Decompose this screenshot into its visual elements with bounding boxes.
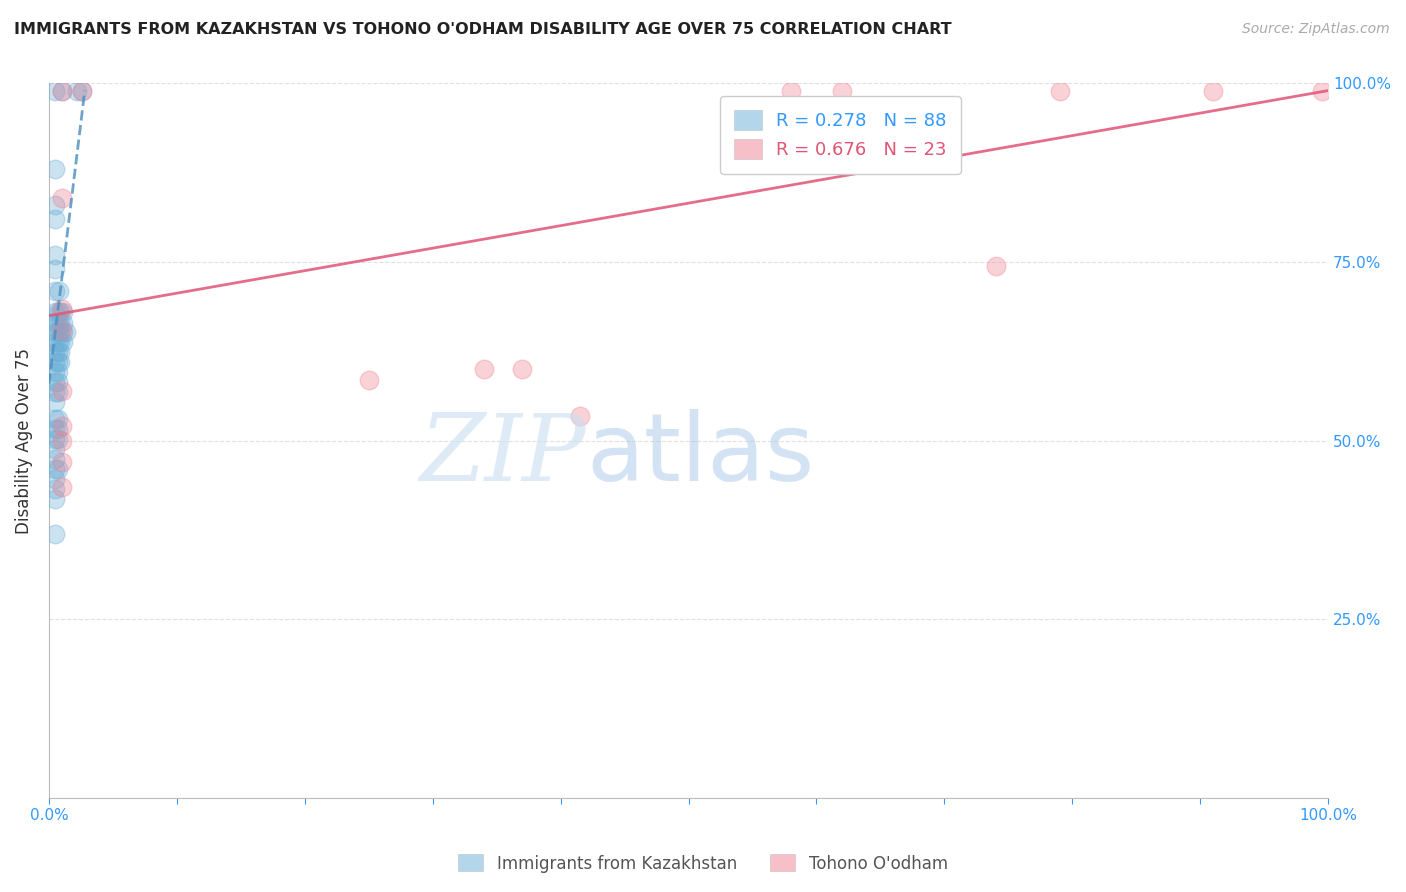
Point xyxy=(44,452,66,467)
Point xyxy=(44,492,66,507)
Point xyxy=(44,412,66,426)
Point xyxy=(984,259,1007,273)
Point xyxy=(44,472,66,486)
Point xyxy=(49,355,72,369)
Point xyxy=(44,422,66,436)
Point xyxy=(46,345,69,359)
Point xyxy=(52,325,75,339)
Point xyxy=(44,262,66,277)
Point xyxy=(44,305,66,319)
Point xyxy=(49,316,72,330)
Point xyxy=(46,335,69,350)
Point xyxy=(44,375,66,389)
Point xyxy=(46,305,69,319)
Point xyxy=(51,323,73,337)
Point xyxy=(46,375,69,389)
Text: IMMIGRANTS FROM KAZAKHSTAN VS TOHONO O'ODHAM DISABILITY AGE OVER 75 CORRELATION : IMMIGRANTS FROM KAZAKHSTAN VS TOHONO O'O… xyxy=(14,22,952,37)
Point xyxy=(52,316,75,330)
Point xyxy=(51,480,73,494)
Point xyxy=(44,284,66,298)
Point xyxy=(51,84,73,98)
Point xyxy=(472,362,495,376)
Point xyxy=(51,434,73,448)
Point xyxy=(46,365,69,379)
Text: Source: ZipAtlas.com: Source: ZipAtlas.com xyxy=(1241,22,1389,37)
Point xyxy=(51,84,73,98)
Point xyxy=(357,373,380,387)
Point xyxy=(568,409,591,423)
Point xyxy=(44,395,66,409)
Point xyxy=(70,84,93,98)
Legend: Immigrants from Kazakhstan, Tohono O'odham: Immigrants from Kazakhstan, Tohono O'odh… xyxy=(451,847,955,880)
Point xyxy=(1049,84,1071,98)
Point xyxy=(44,365,66,379)
Point xyxy=(44,316,66,330)
Point xyxy=(66,84,89,98)
Text: ZIP: ZIP xyxy=(419,410,586,500)
Point xyxy=(49,345,72,359)
Point xyxy=(44,483,66,497)
Point xyxy=(44,84,66,98)
Point xyxy=(46,316,69,330)
Point xyxy=(46,325,69,339)
Point xyxy=(46,422,69,436)
Point xyxy=(1202,84,1225,98)
Point xyxy=(44,526,66,541)
Point xyxy=(44,335,66,350)
Point xyxy=(51,455,73,469)
Text: atlas: atlas xyxy=(586,409,814,501)
Point xyxy=(44,212,66,227)
Point xyxy=(55,325,77,339)
Point xyxy=(44,462,66,476)
Point xyxy=(44,355,66,369)
Point xyxy=(46,412,69,426)
Point xyxy=(52,335,75,350)
Point xyxy=(44,433,66,447)
Point xyxy=(48,284,70,298)
Point xyxy=(46,355,69,369)
Point xyxy=(831,84,853,98)
Point xyxy=(49,335,72,350)
Point xyxy=(44,345,66,359)
Point xyxy=(44,198,66,212)
Point xyxy=(49,305,72,319)
Point xyxy=(46,433,69,447)
Point xyxy=(46,462,69,476)
Y-axis label: Disability Age Over 75: Disability Age Over 75 xyxy=(15,348,32,533)
Point xyxy=(44,325,66,339)
Point xyxy=(51,419,73,434)
Point xyxy=(44,248,66,262)
Point xyxy=(44,442,66,457)
Point xyxy=(49,325,72,339)
Point xyxy=(1310,84,1333,98)
Point xyxy=(51,301,73,316)
Legend: R = 0.278   N = 88, R = 0.676   N = 23: R = 0.278 N = 88, R = 0.676 N = 23 xyxy=(720,96,960,174)
Point xyxy=(46,385,69,400)
Point xyxy=(44,385,66,400)
Point xyxy=(51,384,73,398)
Point xyxy=(780,84,803,98)
Point xyxy=(510,362,533,376)
Point xyxy=(52,305,75,319)
Point xyxy=(44,162,66,177)
Point xyxy=(70,84,93,98)
Point xyxy=(51,191,73,205)
